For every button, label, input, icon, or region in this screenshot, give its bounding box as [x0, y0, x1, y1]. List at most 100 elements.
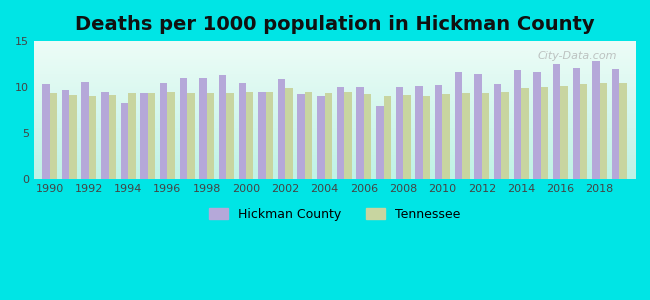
Bar	[121, 103, 128, 179]
Bar	[258, 92, 266, 179]
Bar	[266, 92, 273, 179]
Bar	[187, 93, 194, 179]
Bar	[317, 97, 324, 179]
Bar	[533, 73, 541, 179]
Bar	[207, 93, 215, 179]
Bar	[501, 92, 509, 179]
Bar	[200, 78, 207, 179]
Bar	[364, 94, 371, 179]
Bar	[403, 94, 411, 179]
Text: City-Data.com: City-Data.com	[538, 51, 617, 61]
Bar	[344, 92, 352, 179]
Bar	[140, 93, 148, 179]
Bar	[396, 87, 403, 179]
Bar	[179, 78, 187, 179]
Bar	[285, 88, 293, 179]
Bar	[160, 82, 168, 179]
Bar	[187, 93, 194, 179]
Bar	[560, 86, 568, 179]
Bar	[364, 94, 371, 179]
Bar	[580, 83, 588, 179]
Bar	[521, 88, 528, 179]
Bar	[298, 94, 305, 179]
Bar	[415, 86, 423, 179]
Bar	[219, 75, 226, 179]
Bar	[435, 85, 443, 179]
Bar	[454, 72, 462, 179]
Bar	[179, 78, 187, 179]
Bar	[482, 93, 489, 179]
Bar	[317, 97, 324, 179]
Bar	[600, 82, 607, 179]
Bar	[376, 106, 384, 179]
Bar	[128, 93, 136, 179]
Bar	[337, 87, 344, 179]
Bar	[514, 70, 521, 179]
Bar	[168, 92, 175, 179]
Bar	[337, 87, 344, 179]
Bar	[81, 82, 89, 179]
Bar	[376, 106, 384, 179]
Bar	[553, 64, 560, 179]
Bar	[266, 92, 273, 179]
Bar	[49, 93, 57, 179]
Bar	[612, 69, 619, 179]
Bar	[278, 79, 285, 179]
Bar	[69, 94, 77, 179]
Bar	[423, 97, 430, 179]
Bar	[541, 87, 548, 179]
Bar	[612, 69, 619, 179]
Bar	[580, 83, 588, 179]
Bar	[305, 92, 313, 179]
Legend: Hickman County, Tennessee: Hickman County, Tennessee	[204, 203, 465, 226]
Bar	[443, 94, 450, 179]
Bar	[462, 93, 469, 179]
Bar	[521, 88, 528, 179]
Bar	[219, 75, 226, 179]
Bar	[619, 82, 627, 179]
Bar	[62, 90, 69, 179]
Bar	[207, 93, 215, 179]
Bar	[246, 92, 254, 179]
Bar	[501, 92, 509, 179]
Bar	[462, 93, 469, 179]
Bar	[200, 78, 207, 179]
Bar	[560, 86, 568, 179]
Bar	[553, 64, 560, 179]
Bar	[344, 92, 352, 179]
Bar	[239, 82, 246, 179]
Bar	[298, 94, 305, 179]
Bar	[109, 94, 116, 179]
Bar	[89, 95, 96, 179]
Bar	[494, 83, 501, 179]
Bar	[423, 97, 430, 179]
Bar	[396, 87, 403, 179]
Bar	[42, 83, 49, 179]
Bar	[121, 103, 128, 179]
Bar	[356, 87, 364, 179]
Bar	[140, 93, 148, 179]
Bar	[226, 93, 234, 179]
Bar	[494, 83, 501, 179]
Bar	[474, 74, 482, 179]
Bar	[573, 68, 580, 179]
Bar	[474, 74, 482, 179]
Bar	[482, 93, 489, 179]
Bar	[573, 68, 580, 179]
Bar	[168, 92, 175, 179]
Bar	[619, 82, 627, 179]
Bar	[592, 61, 600, 179]
Bar	[81, 82, 89, 179]
Bar	[278, 79, 285, 179]
Bar	[148, 93, 155, 179]
Bar	[160, 82, 168, 179]
Bar	[109, 94, 116, 179]
Bar	[128, 93, 136, 179]
Bar	[443, 94, 450, 179]
Bar	[148, 93, 155, 179]
Bar	[514, 70, 521, 179]
Bar	[541, 87, 548, 179]
Bar	[454, 72, 462, 179]
Bar	[415, 86, 423, 179]
Bar	[384, 97, 391, 179]
